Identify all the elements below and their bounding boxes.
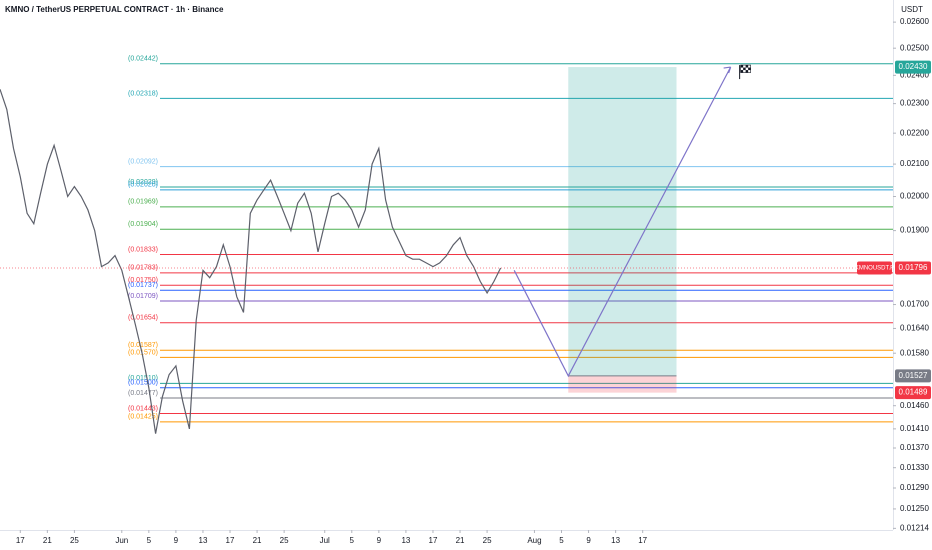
loss-zone xyxy=(568,375,677,393)
level-label: (0.02020) xyxy=(128,182,158,189)
flag-square xyxy=(740,65,744,68)
target-badge: 0.02430 xyxy=(899,62,928,71)
symbol-badge-bg xyxy=(857,261,892,275)
level-label: (0.01833) xyxy=(128,246,158,253)
last-price-badge: 0.01796 xyxy=(899,263,928,272)
y-tick-label: 0.02600 xyxy=(900,17,929,26)
level-label: (0.01510) xyxy=(128,375,158,382)
plot-area: (0.02442)(0.02318)(0.02092)(0.02029)(0.0… xyxy=(0,56,893,434)
level-label: (0.01737) xyxy=(128,282,158,289)
flag-icon xyxy=(739,64,751,80)
profit-zone xyxy=(568,67,677,376)
projection-path xyxy=(513,66,732,378)
y-tick-label: 0.01900 xyxy=(900,226,929,235)
level-label: (0.01477) xyxy=(128,390,158,397)
y-tick-label: 0.01370 xyxy=(900,443,929,452)
y-tick-label: 0.01410 xyxy=(900,424,929,433)
x-tick-label: 9 xyxy=(586,536,591,545)
x-tick-label: 5 xyxy=(147,536,152,545)
x-tick-label: 21 xyxy=(253,536,262,545)
level-label: (0.02442) xyxy=(128,56,158,63)
x-tick-label: Jun xyxy=(115,536,128,545)
target-badge-bg xyxy=(895,60,931,74)
entry-badge: 0.01527 xyxy=(899,371,928,380)
x-tick-label: 17 xyxy=(16,536,25,545)
price-line xyxy=(0,89,502,434)
y-tick-label: 0.01214 xyxy=(900,523,929,532)
x-tick-label: 25 xyxy=(70,536,79,545)
level-label: (0.02029) xyxy=(128,179,158,186)
flag-outline xyxy=(740,64,751,73)
y-tick-label: 0.02200 xyxy=(900,128,929,137)
level-label: (0.01904) xyxy=(128,221,158,228)
level-label: (0.02092) xyxy=(128,158,158,165)
x-tick-label: 13 xyxy=(611,536,620,545)
x-tick-label: 5 xyxy=(350,536,355,545)
x-tick-label: 17 xyxy=(429,536,438,545)
x-tick-label: 13 xyxy=(199,536,208,545)
level-label: (0.02318) xyxy=(128,90,158,97)
x-tick-label: 21 xyxy=(43,536,52,545)
level-label: (0.01750) xyxy=(128,277,158,284)
y-tick-label: 0.01250 xyxy=(900,504,929,513)
y-tick-label: 0.02300 xyxy=(900,99,929,108)
stop-badge: 0.01489 xyxy=(899,388,928,397)
level-label: (0.01587) xyxy=(128,342,158,349)
level-label: (0.01654) xyxy=(128,315,158,322)
x-tick-label: 17 xyxy=(226,536,235,545)
arrow-head xyxy=(723,66,732,74)
y-tick-label: 0.01460 xyxy=(900,401,929,410)
x-tick-label: 21 xyxy=(456,536,465,545)
flag-square xyxy=(740,70,744,73)
flag-square xyxy=(743,67,746,71)
symbol-badge: KMNOUSDT.P xyxy=(855,266,894,272)
x-tick-label: Aug xyxy=(527,536,541,545)
y-tick-label: 0.02000 xyxy=(900,192,929,201)
y-tick-label: 0.01640 xyxy=(900,324,929,333)
last-price-badge-bg xyxy=(895,261,931,275)
flag-square xyxy=(748,67,751,71)
flag-square xyxy=(745,70,749,73)
x-tick-label: 25 xyxy=(483,536,492,545)
level-label: (0.01500) xyxy=(128,380,158,387)
level-label: (0.01443) xyxy=(128,405,158,412)
y-tick-label: 0.01330 xyxy=(900,463,929,472)
level-label: (0.01783) xyxy=(128,265,158,272)
y-tick-label: 0.02400 xyxy=(900,70,929,79)
x-tick-label: 9 xyxy=(174,536,179,545)
level-label: (0.01969) xyxy=(128,199,158,206)
stop-badge-bg xyxy=(895,386,931,400)
x-tick-label: 13 xyxy=(401,536,410,545)
level-label: (0.01709) xyxy=(128,293,158,300)
y-tick-label: 0.02100 xyxy=(900,159,929,168)
level-label: (0.01425) xyxy=(128,414,158,421)
flag-square xyxy=(745,65,749,68)
level-label: (0.01570) xyxy=(128,349,158,356)
x-tick-label: Jul xyxy=(320,536,330,545)
chart-title: KMNO / TetherUS PERPETUAL CONTRACT · 1h … xyxy=(5,5,224,14)
y-tick-label: 0.02500 xyxy=(900,43,929,52)
x-tick-label: 25 xyxy=(280,536,289,545)
y-tick-label: 0.01700 xyxy=(900,300,929,309)
x-tick-label: 17 xyxy=(638,536,647,545)
x-tick-label: 5 xyxy=(559,536,564,545)
entry-badge-bg xyxy=(895,369,931,383)
currency-label: USDT xyxy=(901,5,923,14)
x-tick-label: 9 xyxy=(377,536,382,545)
y-tick-label: 0.01290 xyxy=(900,483,929,492)
y-tick-label: 0.01580 xyxy=(900,348,929,357)
